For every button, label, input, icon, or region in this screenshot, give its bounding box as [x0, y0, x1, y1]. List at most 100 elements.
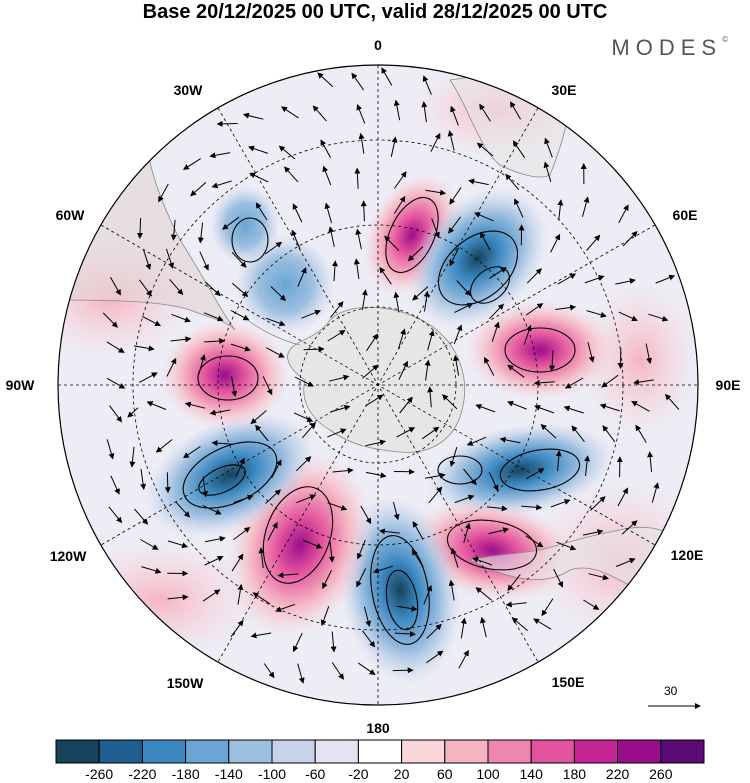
wind-arrow	[453, 324, 463, 345]
wind-arrow	[198, 354, 206, 375]
wind-arrow	[235, 457, 245, 477]
wind-arrow	[584, 455, 591, 477]
wind-arrow	[454, 303, 474, 313]
colorbar-swatch	[185, 739, 230, 764]
wind-arrow	[479, 103, 491, 122]
wind-arrow	[407, 246, 424, 262]
wind-arrow	[372, 565, 394, 574]
wind-arrow	[171, 313, 191, 323]
wind-arrow	[109, 405, 123, 423]
colorbar-swatch	[271, 739, 316, 764]
wind-arrow	[426, 650, 444, 664]
wind-arrow	[324, 202, 332, 224]
wind-arrow	[523, 324, 532, 345]
colorbar-tick-label: -140	[214, 766, 243, 782]
wind-arrow	[209, 409, 231, 416]
wind-arrow	[615, 278, 636, 285]
wind-arrow	[384, 235, 400, 252]
wind-arrow	[361, 289, 368, 310]
wind-arrow	[231, 553, 244, 572]
wind-arrow	[586, 310, 607, 318]
wind-arrow	[263, 663, 275, 679]
wind-arrow	[411, 549, 424, 568]
wind-arrow	[278, 145, 296, 160]
wind-arrow	[292, 203, 303, 223]
brand-logo: MODES©	[611, 35, 728, 60]
wind-arrow	[664, 393, 680, 410]
wind-arrow	[441, 394, 458, 410]
wind-arrow	[137, 217, 143, 239]
wind-arrow	[511, 617, 529, 632]
wind-arrow	[550, 499, 571, 508]
graticule	[58, 65, 698, 705]
wind-arrow	[302, 539, 323, 549]
wind-arrow	[320, 139, 332, 158]
wind-arrow	[599, 403, 620, 412]
wind-arrow	[550, 233, 561, 253]
wind-arrow	[365, 394, 384, 407]
wind-arrow	[622, 230, 638, 247]
wind-arrow	[291, 229, 301, 250]
wind-arrow	[557, 273, 577, 285]
wind-arrow	[265, 317, 286, 327]
wind-arrow	[466, 436, 487, 446]
wind-arrow	[514, 198, 524, 218]
wind-arrow	[258, 547, 265, 569]
wind-arrow	[165, 248, 174, 269]
wind-arrow	[330, 404, 351, 413]
wind-arrow	[203, 312, 224, 322]
lon-label-90w: 90W	[5, 377, 35, 393]
wind-arrow	[476, 142, 494, 157]
wind-arrow	[381, 67, 393, 86]
colorbar-tick-label: 140	[519, 766, 543, 782]
wind-arrow	[421, 426, 440, 440]
wind-arrow	[143, 249, 152, 271]
wind-arrow	[586, 234, 601, 251]
wind-arrow	[635, 424, 647, 443]
wind-arrow	[617, 487, 628, 507]
wind-arrow	[204, 555, 224, 566]
lon-label-120w: 120W	[49, 548, 87, 564]
colorbar	[55, 739, 705, 764]
wind-arrow	[563, 405, 584, 414]
wind-arrow	[330, 631, 337, 653]
map-title: Base 20/12/2025 00 UTC, valid 28/12/2025…	[142, 1, 608, 23]
wind-arrow	[330, 301, 344, 318]
wind-arrow	[166, 357, 177, 377]
wind-arrow	[142, 315, 161, 327]
wind-arrow	[425, 472, 446, 479]
wind-arrow	[423, 584, 433, 605]
lon-label-150w: 150W	[166, 675, 204, 691]
wind-arrow	[353, 258, 360, 280]
wind-arrow	[297, 267, 307, 287]
wind-arrow	[430, 132, 441, 152]
wind-arrow	[582, 196, 590, 217]
wind-arrow	[491, 321, 500, 342]
wind-arrow	[182, 446, 201, 459]
wind-arrow	[463, 468, 477, 486]
wind-arrow	[356, 539, 366, 560]
wind-arrow	[486, 505, 508, 512]
wind-arrow	[362, 630, 376, 648]
wind-arrow	[133, 345, 155, 352]
wind-arrow	[351, 72, 365, 91]
wind-arrow	[555, 304, 577, 311]
wind-arrow	[398, 328, 406, 349]
wind-arrow	[447, 130, 455, 151]
wind-arrow	[204, 281, 221, 297]
wind-arrow	[431, 218, 440, 239]
colorbar-swatch	[530, 739, 575, 764]
wind-arrow	[412, 521, 424, 540]
wind-arrow	[356, 568, 367, 588]
wind-arrow	[555, 450, 562, 472]
wind-arrow	[252, 592, 271, 605]
wind-arrow	[358, 662, 376, 675]
wind-arrow	[549, 350, 556, 372]
wind-arrow	[557, 199, 564, 221]
wind-arrow	[423, 290, 430, 312]
wind-arrow	[211, 180, 232, 189]
wind-arrow	[127, 407, 139, 418]
wind-arrow	[533, 379, 555, 386]
wind-arrow	[526, 268, 542, 284]
wind-arrow	[450, 105, 459, 126]
